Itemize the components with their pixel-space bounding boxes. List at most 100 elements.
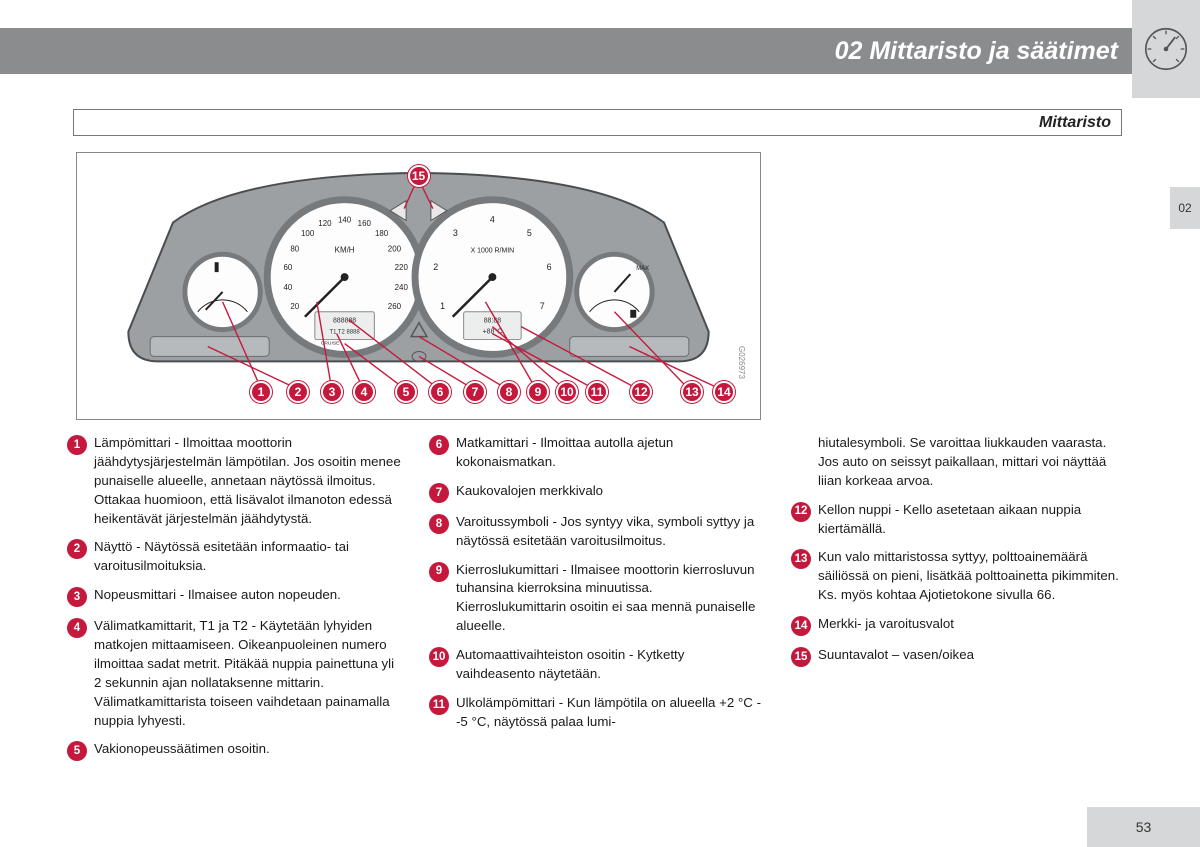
legend-text: hiutalesymboli. Se varoittaa liukkauden … — [818, 434, 1127, 491]
svg-text:1: 1 — [440, 301, 445, 311]
callout-badge: 6 — [429, 381, 451, 403]
chapter-title: 02 Mittaristo ja säätimet — [835, 37, 1118, 66]
svg-text:T1 T2 8888: T1 T2 8888 — [329, 330, 360, 336]
diagram-code: G026973 — [737, 346, 746, 379]
svg-text:240: 240 — [395, 283, 409, 292]
callout-badge: 5 — [395, 381, 417, 403]
legend-item: 6 Matkamittari - Ilmoittaa autolla ajetun… — [429, 434, 765, 472]
legend-item: 9 Kierroslukumittari - Ilmaisee moottorin… — [429, 561, 765, 637]
legend-badge: 9 — [429, 562, 449, 582]
callout-badge: 1 — [250, 381, 272, 403]
cluster-svg: MAX KM/H 2040608010012014016018020022024… — [87, 163, 750, 409]
svg-text:100: 100 — [301, 229, 315, 238]
legend-text: Kellon nuppi - Kello asetetaan aikaan nu… — [818, 501, 1127, 539]
svg-text:80: 80 — [290, 244, 299, 253]
legend-badge: 13 — [791, 549, 811, 569]
svg-text:3: 3 — [453, 228, 458, 238]
legend-text: Merkki- ja varoitusvalot — [818, 615, 1127, 634]
legend-badge: 14 — [791, 616, 811, 636]
legend-text: Suuntavalot – vasen/oikea — [818, 646, 1127, 665]
callout-badge: 3 — [321, 381, 343, 403]
legend-item: 15 Suuntavalot – vasen/oikea — [791, 646, 1127, 667]
legend-text: Kun valo mittaristossa syttyy, polttoain… — [818, 548, 1127, 605]
legend-text: Näyttö - Näytössä esitetään informaatio-… — [94, 538, 403, 576]
callout-badge: 11 — [586, 381, 608, 403]
callout-badge: 12 — [630, 381, 652, 403]
callout-15-top: 15 — [408, 165, 430, 187]
legend-badge: 3 — [67, 587, 87, 607]
legend-item: 5 Vakionopeussäätimen osoitin. — [67, 740, 403, 761]
legend-item: 8 Varoitussymboli - Jos syntyy vika, symb… — [429, 513, 765, 551]
svg-text:260: 260 — [388, 302, 402, 311]
side-tab: 02 — [1170, 187, 1200, 229]
svg-text:2: 2 — [433, 262, 438, 272]
legend-item: 1 Lämpömittari - Ilmoittaa moottorin jääh… — [67, 434, 403, 528]
legend-badge: 6 — [429, 435, 449, 455]
legend-badge: 2 — [67, 539, 87, 559]
chapter-icon-box — [1132, 0, 1200, 98]
legend-text: Ulkolämpömittari - Kun lämpötila on alue… — [456, 694, 765, 732]
legend-item: 11 Ulkolämpömittari - Kun lämpötila on al… — [429, 694, 765, 732]
svg-text:6: 6 — [547, 262, 552, 272]
callout-badge: 7 — [464, 381, 486, 403]
legend-item: 2 Näyttö - Näytössä esitetään informaatio… — [67, 538, 403, 576]
callout-badge: 8 — [498, 381, 520, 403]
svg-text:+88°C: +88°C — [483, 328, 503, 336]
legend-badge: 10 — [429, 647, 449, 667]
svg-text:KM/H: KM/H — [335, 245, 355, 254]
chapter-header: 02 Mittaristo ja säätimet — [0, 28, 1132, 74]
legend-item: 7Kaukovalojen merkkivalo — [429, 482, 765, 503]
svg-text:160: 160 — [358, 219, 372, 228]
legend-text: Välimatkamittarit, T1 ja T2 - Käytetään … — [94, 617, 403, 730]
legend-text: Lämpömittari - Ilmoittaa moottorin jäähd… — [94, 434, 403, 528]
callout-badge: 4 — [353, 381, 375, 403]
callout-badge: 10 — [556, 381, 578, 403]
instrument-cluster-diagram: MAX KM/H 2040608010012014016018020022024… — [76, 152, 761, 420]
legend-item: 14 Merkki- ja varoitusvalot — [791, 615, 1127, 636]
legend-badge: 15 — [791, 647, 811, 667]
svg-text:120: 120 — [318, 219, 332, 228]
svg-text:20: 20 — [290, 302, 299, 311]
svg-text:MAX: MAX — [636, 266, 649, 272]
legend-item: 4 Välimatkamittarit, T1 ja T2 - Käytetään… — [67, 617, 403, 730]
svg-text:60: 60 — [284, 263, 293, 272]
legend-text: Matkamittari - Ilmoittaa autolla ajetun … — [456, 434, 765, 472]
svg-text:7: 7 — [540, 301, 545, 311]
svg-text:5: 5 — [527, 228, 532, 238]
legend-badge: 4 — [67, 618, 87, 638]
legend-text: Varoitussymboli - Jos syntyy vika, symbo… — [456, 513, 765, 551]
callout-badge: 9 — [527, 381, 549, 403]
legend-item: hiutalesymboli. Se varoittaa liukkauden … — [791, 434, 1127, 491]
legend-badge: 5 — [67, 741, 87, 761]
callout-badge: 13 — [681, 381, 703, 403]
legend-text: Nopeusmittari - Ilmaisee auton nopeuden. — [94, 586, 403, 605]
svg-text:40: 40 — [284, 283, 293, 292]
svg-text:X 1000 R/MIN: X 1000 R/MIN — [471, 247, 515, 254]
legend-text: Automaattivaihteiston osoitin - Kytketty… — [456, 646, 765, 684]
svg-text:4: 4 — [490, 215, 495, 225]
callout-badge: 15 — [408, 165, 430, 187]
legend-text: Kierroslukumittari - Ilmaisee moottorin … — [456, 561, 765, 637]
callout-badge: 2 — [287, 381, 309, 403]
legend-item: 12 Kellon nuppi - Kello asetetaan aikaan … — [791, 501, 1127, 539]
legend-badge: 7 — [429, 483, 449, 503]
svg-text:140: 140 — [338, 216, 352, 225]
legend-columns: 1 Lämpömittari - Ilmoittaa moottorin jääh… — [67, 434, 1127, 797]
legend-badge — [791, 435, 811, 455]
legend-badge: 11 — [429, 695, 449, 715]
legend-item: 13 Kun valo mittaristossa syttyy, polttoa… — [791, 548, 1127, 605]
legend-badge: 1 — [67, 435, 87, 455]
svg-text:200: 200 — [388, 244, 402, 253]
page-number: 53 — [1087, 807, 1200, 847]
legend-badge: 8 — [429, 514, 449, 534]
svg-text:180: 180 — [375, 229, 389, 238]
callout-badge: 14 — [713, 381, 735, 403]
section-title: Mittaristo — [1039, 114, 1111, 132]
legend-item: 3 Nopeusmittari - Ilmaisee auton nopeuden… — [67, 586, 403, 607]
legend-item: 10 Automaattivaihteiston osoitin - Kytket… — [429, 646, 765, 684]
section-header: Mittaristo — [73, 109, 1122, 136]
svg-text:220: 220 — [395, 263, 409, 272]
legend-badge: 12 — [791, 502, 811, 522]
callouts-row: 1234567891011121314 — [77, 381, 760, 411]
legend-text: Vakionopeussäätimen osoitin. — [94, 740, 403, 759]
